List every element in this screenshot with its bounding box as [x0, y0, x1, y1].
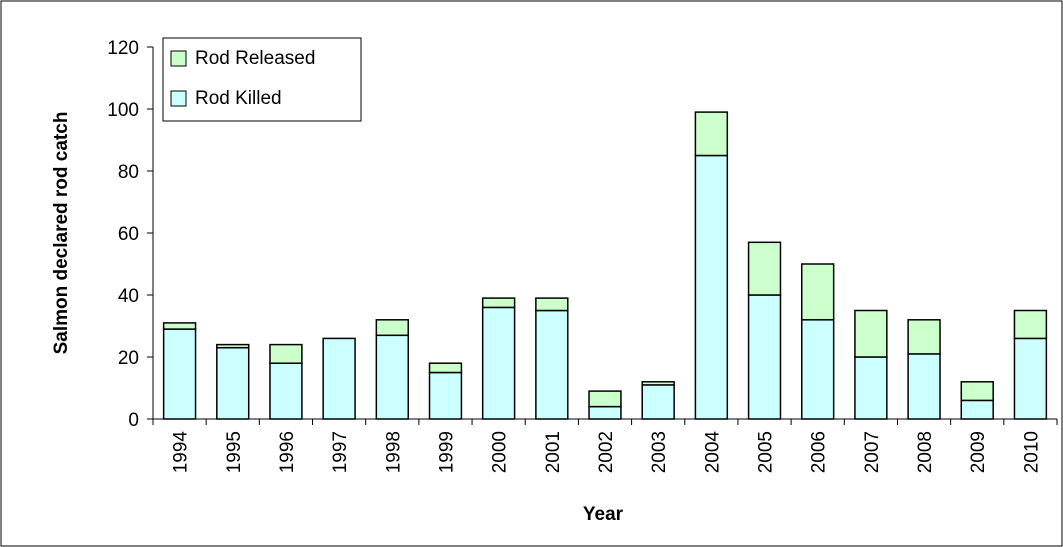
bar-rod-killed-2010: [1013, 337, 1048, 420]
x-tick-label-2003: 2003: [649, 431, 670, 473]
x-tick-label-2006: 2006: [809, 431, 830, 473]
bar-rod-released-2004: [694, 111, 729, 157]
x-tick-label-2005: 2005: [756, 431, 777, 473]
bar-rod-killed-1998: [375, 334, 409, 420]
bar-rod-released-2002: [588, 390, 622, 408]
x-tick-label-2004: 2004: [702, 431, 723, 474]
y-ticks: 0 20 40 60 80 100 120: [107, 38, 153, 431]
x-tick-label-1995: 1995: [224, 431, 245, 473]
bar-rod-released-1996: [269, 343, 303, 364]
bar-rod-released-2005: [747, 241, 782, 296]
bar-rod-killed-2000: [481, 306, 516, 420]
bar-rod-killed-1994: [162, 328, 197, 420]
bar-rod-killed-2008: [907, 353, 941, 420]
bar-rod-killed-2005: [747, 294, 782, 420]
legend-swatch-rod-released: [170, 50, 187, 67]
y-tick-label: 120: [107, 38, 139, 59]
legend: Rod Released Rod Killed: [162, 37, 362, 122]
bar-layer: [162, 111, 1048, 420]
bar-rod-killed-2006: [801, 319, 835, 420]
y-tick-label: 60: [118, 224, 139, 245]
bar-rod-released-2009: [960, 381, 994, 402]
bar-rod-released-2003: [641, 381, 675, 386]
y-tick-label: 80: [118, 162, 139, 183]
bar-rod-killed-1995: [216, 346, 250, 420]
bar-rod-released-2000: [481, 297, 516, 309]
legend-label-rod-released: Rod Released: [195, 48, 315, 69]
bar-rod-released-1995: [216, 343, 250, 349]
x-tick-label-1999: 1999: [436, 431, 457, 473]
bar-rod-released-1994: [162, 322, 197, 330]
bar-rod-killed-1996: [269, 362, 303, 420]
y-tick-label: 100: [107, 100, 139, 121]
legend-swatch-rod-killed: [170, 90, 187, 107]
bar-rod-released-2010: [1013, 309, 1048, 340]
bar-rod-released-1999: [428, 362, 463, 374]
bar-rod-released-2008: [907, 319, 941, 355]
x-tick-label-2008: 2008: [915, 431, 936, 473]
bar-rod-released-2007: [854, 309, 888, 358]
x-tick-label-1998: 1998: [383, 431, 404, 473]
bar-rod-killed-1999: [428, 371, 463, 420]
x-tick-label-1997: 1997: [330, 431, 351, 473]
bar-rod-killed-2004: [694, 154, 729, 420]
x-axis-title: Year: [583, 504, 624, 525]
bar-rod-killed-1997: [322, 337, 356, 420]
legend-frame: [162, 37, 362, 122]
legend-label-rod-killed: Rod Killed: [195, 88, 282, 109]
bar-rod-released-1998: [375, 319, 409, 337]
y-axis-title: Salmon declared rod catch: [51, 112, 72, 355]
bar-rod-killed-2009: [960, 399, 994, 420]
bar-rod-released-2006: [801, 263, 835, 321]
bar-rod-killed-2003: [641, 384, 675, 420]
y-tick-label: 0: [128, 410, 139, 431]
x-tick-label-2001: 2001: [543, 431, 564, 473]
x-tick-label-1996: 1996: [277, 431, 298, 473]
x-tick-label-2000: 2000: [490, 431, 511, 473]
bar-rod-killed-2007: [854, 356, 888, 420]
x-tick-label-2009: 2009: [968, 431, 989, 473]
bar-rod-released-2001: [535, 297, 569, 312]
x-tick-label-2010: 2010: [1021, 431, 1042, 473]
bar-rod-killed-2002: [588, 405, 622, 420]
x-ticks: 1994 1995 1996 1997 1998 1999 2000 2001 2002 2003…: [152, 419, 1058, 474]
bar-rod-killed-2001: [535, 309, 569, 420]
y-tick-label: 20: [118, 348, 139, 369]
y-tick-label: 40: [118, 286, 139, 307]
x-tick-label-2007: 2007: [862, 431, 883, 473]
x-tick-label-2002: 2002: [596, 431, 617, 473]
x-tick-label-1994: 1994: [171, 431, 192, 474]
